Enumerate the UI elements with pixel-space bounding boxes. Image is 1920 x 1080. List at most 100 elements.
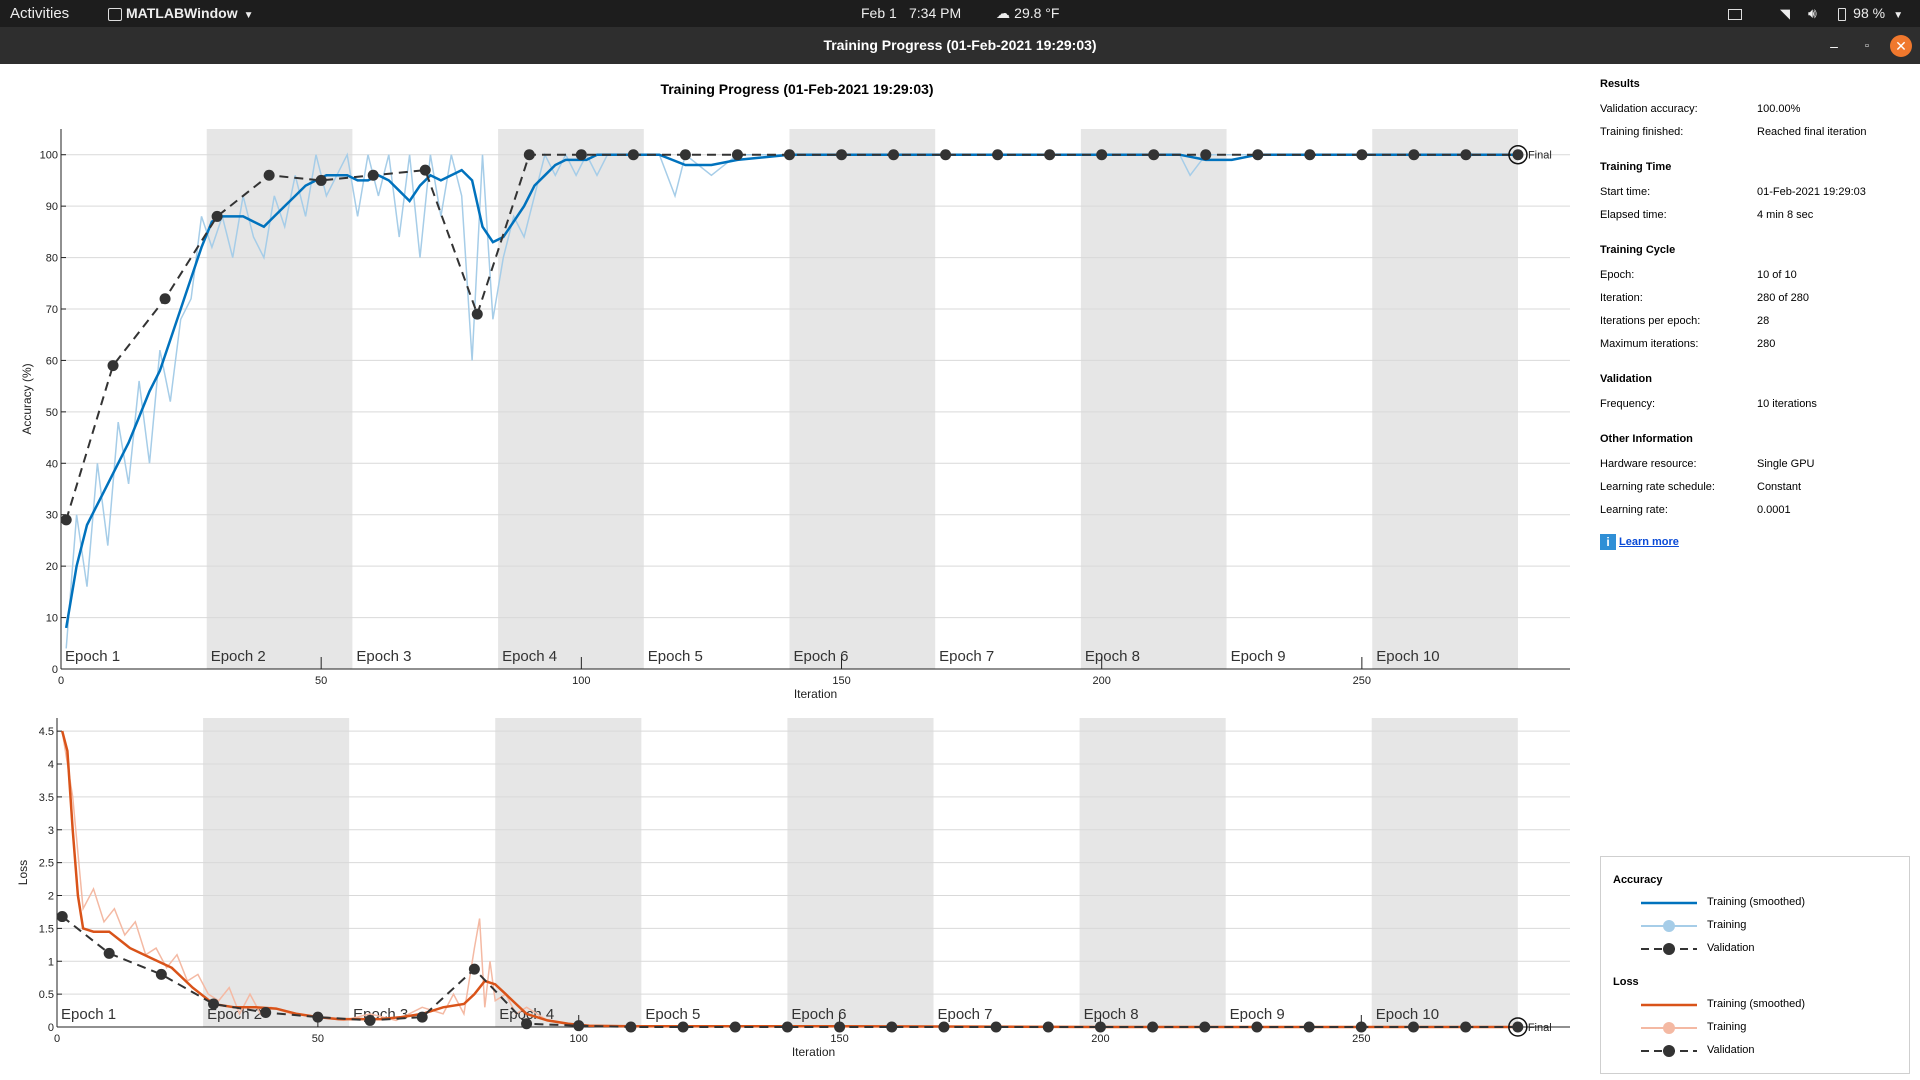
minimize-button[interactable]: –	[1830, 38, 1838, 54]
info-key: Elapsed time:	[1600, 209, 1667, 221]
loss-validation-point	[625, 1021, 637, 1033]
info-row: Learning rate schedule: Constant	[1600, 476, 1910, 499]
training-time-heading: Training Time	[1600, 161, 1672, 173]
loss-validation-point	[56, 911, 68, 923]
info-key: Training finished:	[1600, 126, 1684, 138]
accuracy-validation-point	[523, 149, 535, 161]
info-value: 100.00%	[1757, 103, 1801, 115]
y-tick-label: 2.5	[39, 858, 54, 870]
info-key: Epoch:	[1600, 269, 1635, 281]
window-title-bar[interactable]: Training Progress (01-Feb-2021 19:29:03)…	[0, 27, 1920, 64]
final-label: Final	[1528, 150, 1552, 162]
accuracy-validation-point	[940, 149, 952, 161]
accuracy-validation-point	[367, 169, 379, 181]
y-tick-label: 20	[46, 561, 58, 573]
clock[interactable]: Feb 1 7:34 PM	[861, 0, 961, 27]
info-row: Training finished: Reached final iteratio…	[1600, 121, 1910, 144]
accuracy-axes[interactable]: Epoch 1 Epoch 2 Epoch 3 Epoch 4 Epoch 5 Epoch…	[20, 129, 1570, 701]
legend-line-loss-smoothed	[1641, 1003, 1697, 1007]
epoch-label: Epoch 9	[1230, 1006, 1285, 1023]
maximize-button[interactable]: ▫	[1865, 40, 1869, 52]
epoch-label: Epoch 7	[939, 648, 994, 665]
epoch-label: Epoch 6	[793, 648, 848, 665]
x-tick-label: 0	[54, 1033, 60, 1045]
legend-line-loss-validation	[1641, 1045, 1697, 1057]
loss-validation-point	[468, 963, 480, 975]
x-tick-label: 50	[312, 1033, 324, 1045]
figure-title: Training Progress (01-Feb-2021 19:29:03)	[660, 81, 933, 97]
accuracy-validation-point	[315, 174, 327, 186]
y-tick-label: 0.5	[39, 989, 54, 1001]
info-value: 28	[1757, 315, 1770, 327]
epoch-label: Epoch 10	[1376, 1006, 1439, 1023]
info-panel: Results Validation accuracy: 100.00% Trai…	[1600, 78, 1910, 552]
plots-area: Training Progress (01-Feb-2021 19:29:03)…	[16, 81, 1570, 1059]
epoch-band	[1079, 718, 1226, 1027]
accuracy-validation-point	[1148, 149, 1160, 161]
legend-label: Training (smoothed)	[1707, 896, 1806, 908]
info-key: Iteration:	[1600, 292, 1643, 304]
info-key: Iterations per epoch:	[1600, 315, 1701, 327]
legend-entry: Training	[1641, 918, 1901, 934]
loss-validation-point	[938, 1021, 950, 1033]
info-row: Start time: 01-Feb-2021 19:29:03	[1600, 181, 1910, 204]
close-button[interactable]: ✕	[1890, 35, 1912, 57]
learn-more-link[interactable]: Learn more	[1619, 536, 1679, 549]
info-value: 280 of 280	[1757, 292, 1809, 304]
loss-validation-point	[886, 1021, 898, 1033]
x-tick-label: 150	[832, 675, 850, 687]
learn-more: i Learn more	[1600, 532, 1910, 552]
volume-icon[interactable]: 🔊︎	[1808, 5, 1817, 21]
wifi-icon[interactable]: ◥	[1780, 6, 1790, 21]
info-row: Maximum iterations: 280	[1600, 333, 1910, 356]
info-value: Reached final iteration	[1757, 126, 1867, 138]
info-key: Hardware resource:	[1600, 458, 1697, 470]
results-heading: Results	[1600, 78, 1640, 90]
epoch-label: Epoch 5	[645, 1006, 700, 1023]
accuracy-validation-point	[471, 308, 483, 320]
accuracy-validation-point	[159, 293, 171, 305]
legend-line-accuracy-training	[1641, 920, 1697, 932]
loss-validation-point	[416, 1011, 428, 1023]
battery-indicator[interactable]: 98 % ▼	[1838, 0, 1903, 27]
accuracy-validation-point	[731, 149, 743, 161]
legend-line-accuracy-validation	[1641, 943, 1697, 955]
loss-validation-point	[1251, 1021, 1263, 1033]
screen-share-icon[interactable]	[1728, 0, 1742, 27]
info-value: 10 of 10	[1757, 269, 1797, 281]
y-tick-label: 1.5	[39, 923, 54, 935]
x-tick-label: 200	[1093, 675, 1111, 687]
accuracy-validation-point	[1096, 149, 1108, 161]
final-label: Final	[1528, 1022, 1552, 1034]
epoch-label: Epoch 6	[791, 1006, 846, 1023]
epoch-label: Epoch 3	[353, 1006, 408, 1023]
epoch-label: Epoch 7	[937, 1006, 992, 1023]
epoch-label: Epoch 4	[502, 648, 557, 665]
epoch-label: Epoch 5	[648, 648, 703, 665]
epoch-label: Epoch 9	[1231, 648, 1286, 665]
loss-validation-point	[1042, 1021, 1054, 1033]
y-tick-label: 3	[48, 825, 54, 837]
loss-validation-point	[1147, 1021, 1159, 1033]
weather-indicator[interactable]: ☁ 29.8 °F	[996, 0, 1059, 27]
info-row: Learning rate: 0.0001	[1600, 499, 1910, 522]
loss-validation-point	[208, 998, 220, 1010]
app-menu[interactable]: MATLABWindow ▼	[108, 0, 254, 27]
x-axis-label: Iteration	[792, 1045, 835, 1059]
chevron-down-icon: ▼	[243, 10, 254, 21]
accuracy-validation-point	[679, 149, 691, 161]
accuracy-validation-point	[1356, 149, 1368, 161]
info-value: Single GPU	[1757, 458, 1815, 470]
battery-percent: 98 %	[1853, 5, 1886, 21]
epoch-band	[203, 718, 350, 1027]
app-menu-label: MATLABWindow	[126, 5, 238, 21]
other-information-heading: Other Information	[1600, 433, 1693, 445]
epoch-band	[787, 718, 934, 1027]
accuracy-validation-point	[211, 210, 223, 222]
info-row: Epoch: 10 of 10	[1600, 264, 1910, 287]
loss-validation-point	[573, 1020, 585, 1032]
accuracy-validation-point	[60, 514, 72, 526]
loss-validation-point	[155, 968, 167, 980]
activities-button[interactable]: Activities	[10, 5, 70, 22]
loss-axes[interactable]: Epoch 1 Epoch 2 Epoch 3 Epoch 4 Epoch 5 Epoch…	[16, 718, 1570, 1059]
